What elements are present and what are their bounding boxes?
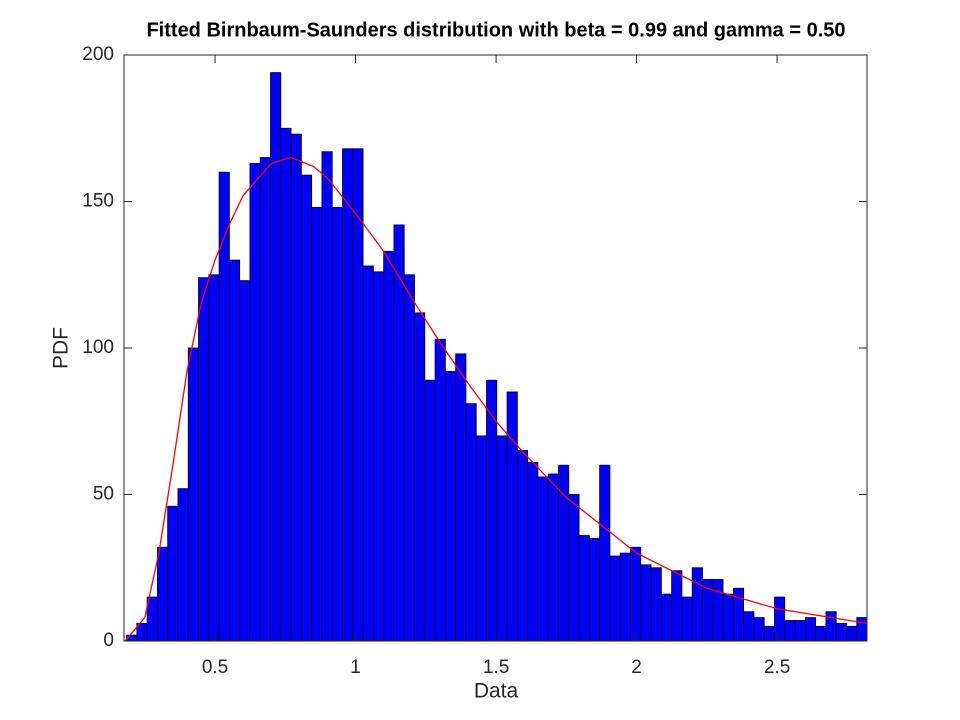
bar (434, 338, 446, 642)
bar (403, 274, 415, 642)
bar (681, 596, 693, 642)
bar (835, 623, 847, 642)
x-tick-label: 2 (631, 657, 642, 678)
bar (465, 403, 477, 642)
bar (331, 206, 343, 642)
bar (218, 171, 230, 642)
bar (774, 596, 786, 642)
y-tick-label: 150 (82, 191, 114, 212)
bar (300, 174, 313, 642)
bar (650, 567, 662, 642)
bar (547, 473, 559, 642)
bar (342, 148, 354, 642)
bar (712, 579, 724, 642)
x-axis-label: Data (474, 680, 519, 703)
bar (784, 620, 796, 642)
chart-title: Fitted Birnbaum-Saunders distribution wi… (146, 19, 845, 41)
bar (763, 625, 775, 642)
bar (475, 435, 487, 642)
bar (671, 570, 683, 642)
bar (362, 265, 374, 642)
bar (527, 461, 539, 642)
bar (722, 593, 734, 642)
bar (516, 450, 529, 642)
bar (804, 617, 817, 642)
bar (537, 476, 549, 642)
bar (280, 127, 292, 642)
y-tick-label: 100 (82, 337, 114, 358)
y-tick-label: 50 (93, 484, 114, 505)
bar (825, 611, 837, 642)
bar (599, 464, 611, 642)
x-tick-label: 2.5 (764, 657, 790, 678)
bar (198, 277, 210, 642)
bar (794, 620, 806, 642)
bar (588, 538, 601, 642)
bar (383, 250, 395, 642)
bar (321, 151, 333, 642)
bar (444, 371, 457, 642)
bar (290, 133, 302, 642)
bar (496, 435, 508, 642)
bar (249, 163, 261, 642)
bar (856, 617, 868, 642)
bar (640, 564, 652, 642)
bar (208, 274, 220, 642)
bar (424, 379, 436, 642)
bar (743, 611, 755, 642)
bar (187, 347, 199, 642)
bar (167, 505, 179, 642)
bar (660, 593, 673, 642)
bar (630, 546, 642, 642)
bar (619, 552, 631, 642)
fit-line (124, 156, 868, 642)
bar (455, 353, 467, 642)
bar (177, 488, 189, 642)
bar (846, 625, 858, 642)
bar (414, 312, 426, 642)
y-tick-label: 0 (103, 630, 114, 651)
bar (270, 72, 282, 642)
y-tick-label: 200 (82, 44, 114, 65)
bar (239, 280, 251, 642)
bar (393, 224, 405, 642)
bar (311, 206, 323, 642)
x-tick-label: 0.5 (202, 657, 228, 678)
bar (691, 567, 703, 642)
bar (228, 259, 241, 642)
bar (352, 148, 364, 642)
bar (156, 546, 169, 642)
bar (578, 535, 590, 642)
bar (568, 494, 580, 642)
y-axis-label: PDF (50, 327, 73, 369)
bar (753, 617, 765, 642)
bar (506, 391, 518, 642)
bar (372, 271, 385, 642)
x-tick-label: 1.5 (483, 657, 509, 678)
bar (259, 157, 271, 642)
bar (609, 555, 621, 642)
bar (146, 596, 158, 642)
bar (815, 625, 827, 642)
x-tick-label: 1 (350, 657, 361, 678)
